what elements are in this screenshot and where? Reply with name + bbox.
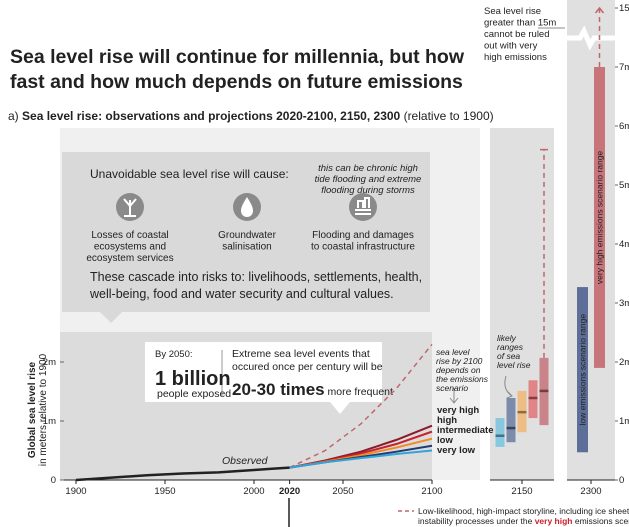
y-tick-label: 0 bbox=[619, 475, 624, 486]
callout-big: 1 billion bbox=[155, 368, 231, 390]
callout-pointer bbox=[330, 402, 350, 414]
subtitle-part: Sea level rise: observations and project… bbox=[22, 109, 401, 123]
storyline-note-part: very high bbox=[535, 516, 573, 526]
icon-flooding-glyph bbox=[355, 197, 371, 215]
impact-cascade: well-being, food and water security and … bbox=[89, 287, 394, 301]
extreme-note: greater than 15m bbox=[484, 18, 556, 29]
y-tick-label: 0 bbox=[51, 475, 56, 486]
series-line bbox=[289, 449, 433, 469]
impact-note: tide flooding and extreme bbox=[315, 174, 422, 185]
x-tick-label: 1900 bbox=[65, 486, 86, 497]
range-box bbox=[506, 397, 516, 443]
extreme-note: Sea level rise bbox=[484, 6, 541, 17]
panel-2300 bbox=[567, 0, 615, 480]
y-tick-label: 2m bbox=[619, 357, 629, 368]
impact-item: Groundwater bbox=[218, 230, 276, 241]
callout-emph: 20-30 times more frequent bbox=[232, 380, 393, 399]
axis-break bbox=[565, 25, 616, 51]
extreme-note: out with very bbox=[484, 41, 538, 52]
scenario-note: the emissions bbox=[436, 374, 489, 384]
subtitle: a) Sea level rise: observations and proj… bbox=[8, 109, 494, 123]
range-label: very high emissions scenario range bbox=[595, 151, 605, 285]
impact-note: this can be chronic high bbox=[318, 163, 418, 174]
icon-groundwater-glyph bbox=[241, 197, 253, 217]
impact-item: ecosystem services bbox=[86, 253, 173, 264]
series-label: low bbox=[437, 435, 453, 446]
impact-heading: Unavoidable sea level rise will cause: bbox=[90, 167, 289, 181]
y-axis-label: Global sea level rise bbox=[27, 361, 38, 458]
y-tick-label: 2m bbox=[43, 357, 56, 368]
scenario-note: depends on bbox=[436, 365, 481, 375]
extreme-note: cannot be ruled bbox=[484, 29, 550, 40]
range-label: low emissions scenario range bbox=[578, 314, 588, 426]
impact-item: to coastal infrastructure bbox=[311, 242, 415, 253]
y-tick-label: 7m bbox=[619, 62, 629, 73]
x-tick-label: 2300 bbox=[580, 486, 601, 497]
y-tick-label: 15m bbox=[619, 3, 629, 14]
impact-box bbox=[62, 152, 430, 312]
x-tick-label: 2100 bbox=[421, 486, 442, 497]
y-axis-label: in meters relative to 1900 bbox=[38, 353, 49, 466]
title: fast and how much depends on future emis… bbox=[10, 71, 463, 93]
storyline bbox=[289, 343, 433, 469]
scenario-note: sea level bbox=[436, 347, 471, 357]
impact-pointer bbox=[100, 312, 122, 323]
scenario-note: rise by 2100 bbox=[436, 356, 483, 366]
likely-note: likely bbox=[497, 333, 517, 343]
callout-box bbox=[145, 342, 382, 402]
storyline-note-part: instability processes under the bbox=[418, 516, 535, 526]
impact-note: flooding during storms bbox=[321, 185, 415, 196]
x-tick-label: 2050 bbox=[332, 486, 353, 497]
subtitle-part: (relative to 1900) bbox=[400, 109, 493, 123]
storyline-note-part: emissions scenario bbox=[573, 516, 629, 526]
series-label: intermediate bbox=[437, 425, 494, 436]
callout-text: occured once per century will be bbox=[232, 361, 383, 373]
likely-arrow bbox=[504, 375, 513, 399]
series-label: Observed bbox=[222, 455, 269, 467]
range-box bbox=[495, 418, 505, 447]
storyline-note: Low-likelihood, high-impact storyline, i… bbox=[418, 506, 629, 516]
x-tick-label: 1950 bbox=[154, 486, 175, 497]
range-box bbox=[577, 287, 588, 453]
storyline-note: instability processes under the very hig… bbox=[418, 516, 629, 526]
storyline-arrow bbox=[594, 6, 605, 14]
y-tick-label: 5m bbox=[619, 180, 629, 191]
likely-note: level rise bbox=[497, 360, 531, 370]
icon-ecosystem-glyph bbox=[123, 198, 137, 217]
range-box bbox=[594, 67, 605, 368]
impact-item: salinisation bbox=[222, 242, 271, 253]
series-label: very high bbox=[437, 405, 479, 416]
y-tick-label: 3m bbox=[619, 298, 629, 309]
callout-emph-number: 20-30 times bbox=[232, 380, 325, 399]
impact-cascade: These cascade into risks to: livelihoods… bbox=[90, 270, 422, 284]
y-tick-label: 1m bbox=[43, 416, 56, 427]
series-label: high bbox=[437, 415, 457, 426]
x-tick-label: 2020 bbox=[279, 486, 300, 497]
callout-big-sub: people exposed bbox=[157, 388, 231, 400]
impact-item: Losses of coastal bbox=[91, 230, 168, 241]
callout-text: Extreme sea level events that bbox=[232, 348, 370, 360]
y-tick-label: 4m bbox=[619, 239, 629, 250]
y-tick-label: 1m bbox=[619, 416, 629, 427]
callout-emph-text: more frequent bbox=[325, 386, 393, 398]
scenario-arrow bbox=[449, 388, 459, 404]
scenario-note: scenario bbox=[436, 383, 468, 393]
series-line bbox=[75, 466, 290, 482]
x-tick-label: 2000 bbox=[243, 486, 264, 497]
series-label: very low bbox=[437, 445, 476, 456]
x-tick-label: 2150 bbox=[511, 486, 532, 497]
title: Sea level rise will continue for millenn… bbox=[10, 46, 465, 68]
subtitle-part: a) bbox=[8, 109, 22, 123]
impact-item: ecosystems and bbox=[94, 242, 166, 253]
impact-icons bbox=[116, 193, 377, 221]
likely-note: ranges bbox=[497, 342, 524, 352]
likely-note: of sea bbox=[497, 351, 520, 361]
callout-heading: By 2050: bbox=[155, 349, 193, 360]
impact-item: Flooding and damages bbox=[312, 230, 414, 241]
extreme-note: high emissions bbox=[484, 52, 547, 63]
y-tick-label: 6m bbox=[619, 121, 629, 132]
